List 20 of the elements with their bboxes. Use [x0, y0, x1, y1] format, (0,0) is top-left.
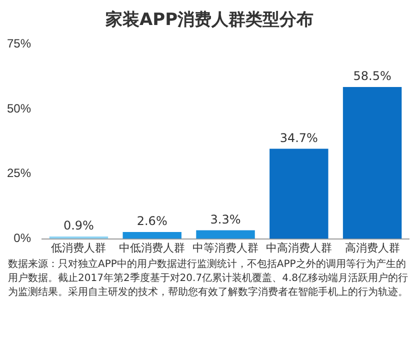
x-tick-label: 中等消费人群 — [192, 241, 259, 254]
y-tick-label: 25% — [6, 166, 32, 180]
bar — [196, 230, 255, 239]
x-tick-label: 高消费人群 — [344, 241, 400, 254]
data-label: 3.3% — [210, 212, 241, 226]
y-tick-label: 50% — [6, 101, 32, 116]
data-label: 0.9% — [63, 218, 94, 233]
bar — [270, 148, 328, 239]
data-label: 58.5% — [353, 69, 392, 84]
y-tick-label: 75% — [6, 36, 32, 51]
chart-title: 家装APP消费人群类型分布 — [104, 9, 315, 32]
data-label: 2.6% — [136, 214, 168, 228]
bar — [122, 232, 182, 239]
x-tick-label: 中高消费人群 — [266, 241, 332, 254]
bar — [342, 87, 402, 239]
data-label: 34.7% — [280, 130, 318, 145]
x-tick-label: 中低消费人群 — [119, 241, 186, 254]
x-tick-label: 低消费人群 — [51, 241, 106, 254]
source-note: 数据来源：只对独立APP中的用户数据进行监测统计，不包括APP之外的调用等行为产生的用户数据。截止2017年第2季度基于对20.7亿累计装机覆盖、4.8亿移动端月活跃用户的行为监测结果。采用自主研发的技术，帮助您有效了解数字消费者在智能手机上的行为轨迹。 — [8, 258, 409, 300]
y-tick-label: 0% — [14, 231, 32, 246]
